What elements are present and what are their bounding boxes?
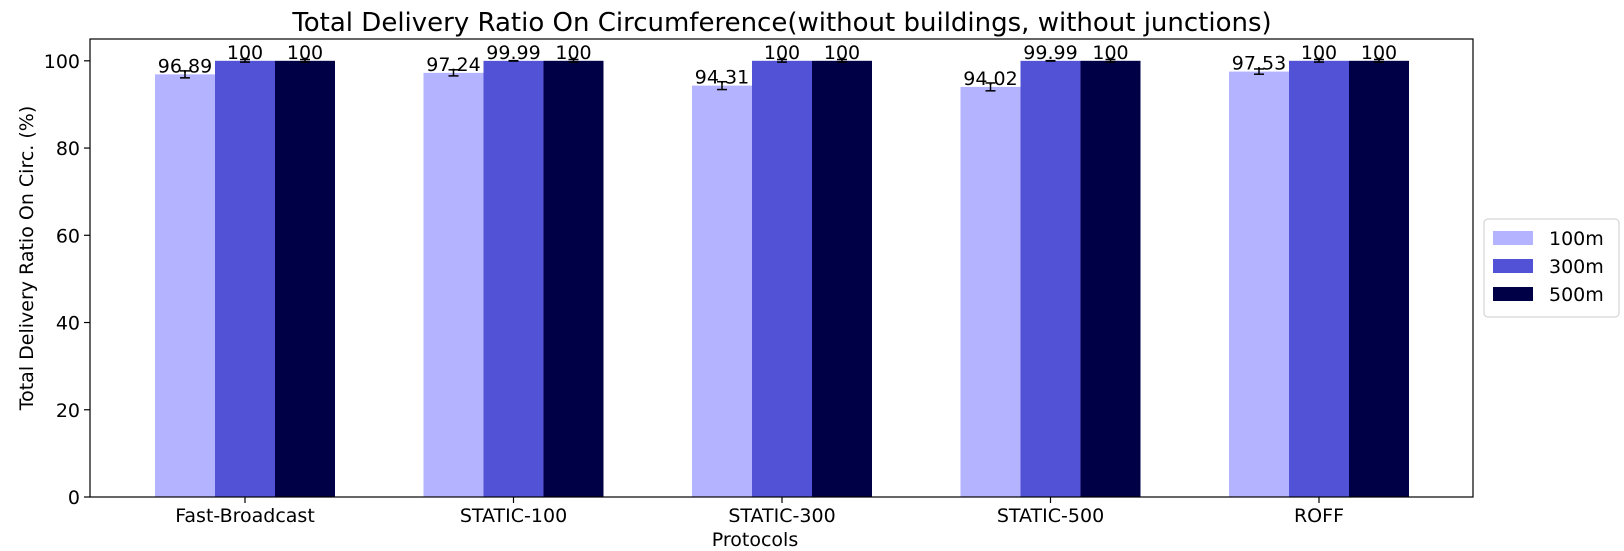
x-tick-label: STATIC-500 xyxy=(997,505,1104,527)
data-label-300m-STATIC-100: 99.99 xyxy=(486,42,540,64)
bar-500m-STATIC-300 xyxy=(812,60,872,498)
data-label-300m-Fast-Broadcast: 100 xyxy=(227,42,263,64)
data-label-500m-STATIC-300: 100 xyxy=(824,42,860,64)
bar-500m-STATIC-100 xyxy=(543,60,604,498)
y-tick-label: 80 xyxy=(56,138,80,160)
bar-500m-STATIC-500 xyxy=(1080,60,1141,498)
y-axis-label: Total Delivery Ratio On Circ. (%) xyxy=(16,106,38,412)
legend-label-300m: 300m xyxy=(1549,256,1604,278)
legend-swatch-300m xyxy=(1493,259,1533,273)
legend-label-500m: 500m xyxy=(1549,284,1604,306)
data-label-100m-STATIC-300: 94.31 xyxy=(695,67,749,89)
plot-area: 96.89 97.24 94.31 94.02 97.53 100 99.99 100 99.9… xyxy=(44,38,1474,527)
data-label-300m-ROFF: 100 xyxy=(1301,42,1337,64)
bar-100m-STATIC-300 xyxy=(692,85,752,498)
y-tick-label: 40 xyxy=(56,313,80,335)
data-label-100m-ROFF: 97.53 xyxy=(1232,53,1286,75)
data-label-100m-STATIC-500: 94.02 xyxy=(963,68,1017,90)
x-tick-label: STATIC-300 xyxy=(728,505,835,527)
bar-300m-STATIC-500 xyxy=(1020,60,1081,497)
bar-100m-STATIC-500 xyxy=(960,86,1021,498)
bar-500m-ROFF xyxy=(1349,60,1409,498)
bar-300m-ROFF xyxy=(1289,60,1349,498)
bar-300m-STATIC-300 xyxy=(752,60,812,498)
bar-300m-Fast-Broadcast xyxy=(215,60,275,498)
data-label-500m-STATIC-500: 100 xyxy=(1092,42,1128,64)
legend-swatch-500m xyxy=(1493,287,1533,301)
bar-500m-Fast-Broadcast xyxy=(275,60,335,498)
y-tick-label: 100 xyxy=(44,51,80,73)
y-tick-label: 0 xyxy=(68,487,80,509)
data-label-100m-Fast-Broadcast: 96.89 xyxy=(158,55,212,77)
data-label-500m-STATIC-100: 100 xyxy=(555,42,591,64)
x-tick-label: Fast-Broadcast xyxy=(175,505,315,527)
data-label-300m-STATIC-300: 100 xyxy=(764,42,800,64)
legend-label-100m: 100m xyxy=(1549,228,1604,250)
y-tick-label: 20 xyxy=(56,400,80,422)
data-label-100m-STATIC-100: 97.24 xyxy=(426,54,480,76)
x-tick-label: ROFF xyxy=(1294,505,1344,527)
bar-100m-ROFF xyxy=(1229,71,1289,497)
x-axis-label: Protocols xyxy=(712,529,798,551)
legend-swatch-100m xyxy=(1493,231,1533,245)
bar-100m-Fast-Broadcast xyxy=(155,74,215,497)
bar-100m-STATIC-100 xyxy=(423,72,484,497)
bar-300m-STATIC-100 xyxy=(483,60,544,497)
y-tick-label: 60 xyxy=(56,225,80,247)
data-label-300m-STATIC-500: 99.99 xyxy=(1023,42,1077,64)
data-label-500m-ROFF: 100 xyxy=(1361,42,1397,64)
data-label-500m-Fast-Broadcast: 100 xyxy=(287,42,323,64)
legend: 100m 300m 500m xyxy=(1483,218,1620,318)
x-tick-label: STATIC-100 xyxy=(460,505,567,527)
chart-title: Total Delivery Ratio On Circumference(wi… xyxy=(291,8,1271,38)
